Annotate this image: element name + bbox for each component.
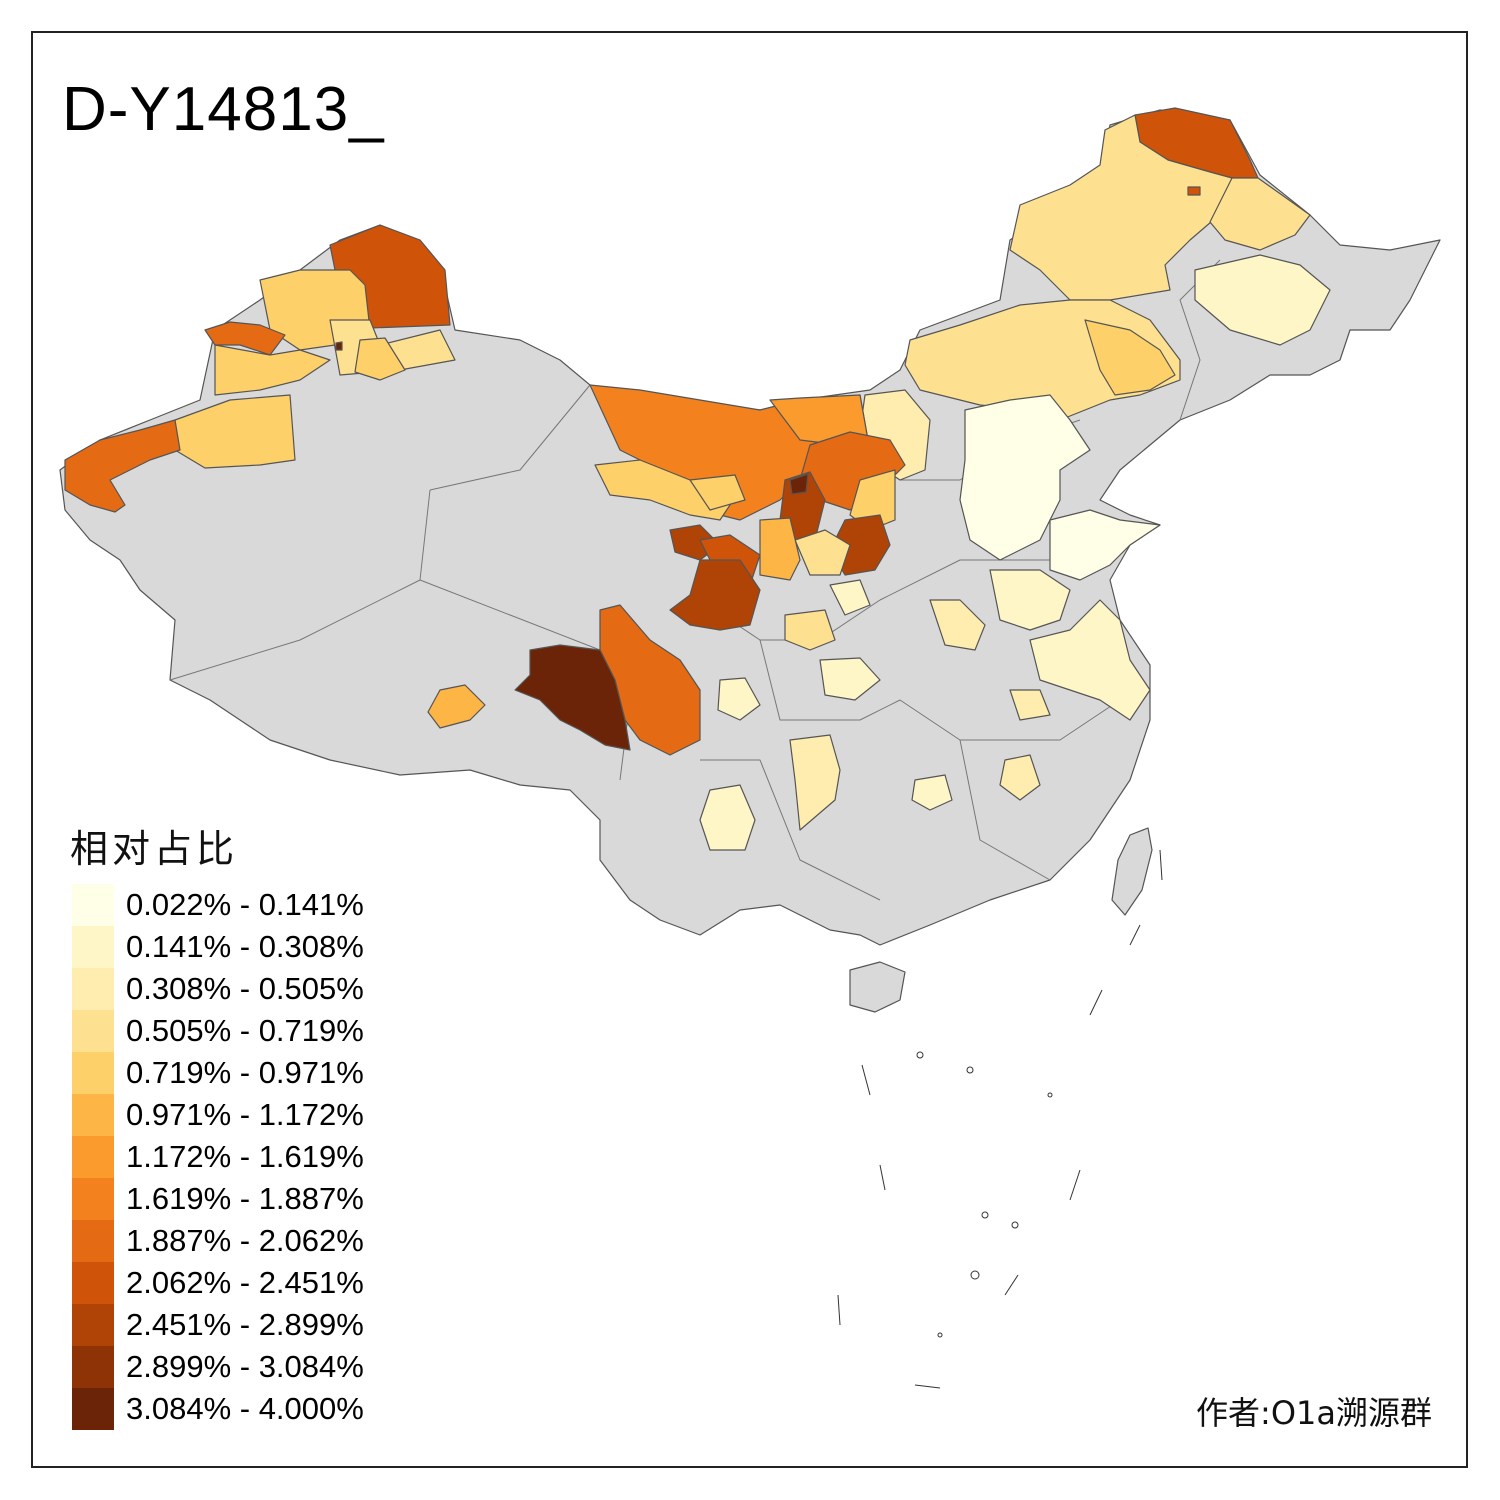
island-dash-6 bbox=[1069, 1169, 1081, 1201]
island-dot-cluster-2 bbox=[966, 1066, 974, 1074]
region-yunnan-north bbox=[699, 784, 756, 851]
region-chifeng bbox=[1084, 319, 1176, 396]
author-credit: 作者:O1a溯源群 bbox=[1196, 1394, 1432, 1432]
legend-label: 1.619% - 1.887% bbox=[126, 1181, 364, 1216]
legend-swatch bbox=[72, 926, 114, 968]
region-jiangsu-anhui bbox=[1029, 599, 1151, 721]
region-guizhou-west bbox=[789, 734, 841, 831]
legend-label: 1.887% - 2.062% bbox=[126, 1223, 364, 1258]
region-urumqi bbox=[354, 337, 406, 381]
legend-label: 0.719% - 0.971% bbox=[126, 1055, 364, 1090]
legend-swatch bbox=[72, 1388, 114, 1430]
legend-item: 0.141% - 0.308% bbox=[72, 926, 364, 968]
map-title: D-Y14813_ bbox=[62, 75, 385, 144]
region-hebei-shanxi bbox=[959, 394, 1091, 561]
legend-label: 0.022% - 0.141% bbox=[126, 887, 364, 922]
region-kashgar bbox=[64, 419, 181, 513]
legend-swatch bbox=[72, 884, 114, 926]
legend-swatch bbox=[72, 1136, 114, 1178]
island-dot-cluster-3 bbox=[981, 1211, 989, 1219]
island-dash-2 bbox=[879, 1164, 886, 1191]
island-dash-8 bbox=[1129, 924, 1141, 946]
legend-swatch bbox=[72, 968, 114, 1010]
legend-swatch bbox=[72, 1052, 114, 1094]
island-dot-cluster-1 bbox=[916, 1051, 924, 1059]
legend-swatch bbox=[72, 1346, 114, 1388]
taiwan-island bbox=[1111, 827, 1153, 916]
legend-swatch bbox=[72, 1094, 114, 1136]
region-henan-north bbox=[989, 569, 1071, 631]
island-dot-cluster-5 bbox=[970, 1270, 980, 1280]
legend-item: 0.971% - 1.172% bbox=[72, 1094, 364, 1136]
legend-item: 1.887% - 2.062% bbox=[72, 1220, 364, 1262]
legend-label: 0.141% - 0.308% bbox=[126, 929, 364, 964]
legend-item: 0.505% - 0.719% bbox=[72, 1010, 364, 1052]
legend-swatch bbox=[72, 1178, 114, 1220]
region-chamdo bbox=[514, 644, 631, 751]
region-henan-central bbox=[929, 599, 986, 651]
island-dot-cluster-6 bbox=[937, 1332, 943, 1338]
legend-swatch bbox=[72, 1262, 114, 1304]
legend-swatch bbox=[72, 1010, 114, 1052]
legend-item: 3.084% - 4.000% bbox=[72, 1388, 364, 1430]
legend-item: 1.619% - 1.887% bbox=[72, 1178, 364, 1220]
region-gannan bbox=[669, 559, 761, 631]
legend-item: 0.308% - 0.505% bbox=[72, 968, 364, 1010]
region-heilongjiang-east bbox=[1209, 177, 1311, 251]
island-dash-7 bbox=[1089, 989, 1103, 1016]
region-guyuan bbox=[794, 529, 851, 576]
legend-swatch bbox=[72, 1220, 114, 1262]
region-chongqing bbox=[819, 657, 881, 701]
island-dash-1 bbox=[861, 1064, 871, 1096]
island-dash-5 bbox=[1004, 1274, 1019, 1296]
legend-title: 相对占比 bbox=[70, 827, 239, 871]
legend-label: 0.308% - 0.505% bbox=[126, 971, 364, 1006]
region-small-hotspot bbox=[1187, 186, 1201, 196]
legend-label: 1.172% - 1.619% bbox=[126, 1139, 364, 1174]
region-pingliang bbox=[759, 517, 801, 581]
map-frame bbox=[31, 31, 1468, 1468]
region-longnan bbox=[784, 609, 836, 651]
region-anhui-south bbox=[1009, 689, 1051, 721]
region-sichuan-central bbox=[717, 677, 761, 721]
region-ningxia-dark bbox=[789, 473, 809, 495]
region-heilongjiang-north bbox=[1009, 114, 1233, 301]
legend-item: 0.022% - 0.141% bbox=[72, 884, 364, 926]
legend-item: 0.719% - 0.971% bbox=[72, 1052, 364, 1094]
legend-label: 0.971% - 1.172% bbox=[126, 1097, 364, 1132]
region-bortala bbox=[204, 321, 286, 356]
legend-item: 1.172% - 1.619% bbox=[72, 1136, 364, 1178]
island-dash-4 bbox=[914, 1384, 941, 1389]
region-wuwei bbox=[594, 459, 741, 521]
legend-label: 2.062% - 2.451% bbox=[126, 1265, 364, 1300]
region-ili bbox=[214, 344, 331, 396]
region-jinchang bbox=[689, 474, 746, 511]
island-dash-3 bbox=[837, 1294, 841, 1326]
island-dot-cluster-4 bbox=[1011, 1221, 1019, 1229]
region-small-dark-spot bbox=[335, 341, 343, 351]
legend-label: 0.505% - 0.719% bbox=[126, 1013, 364, 1048]
legend-swatch bbox=[72, 1304, 114, 1346]
region-hunan-spot bbox=[911, 774, 953, 811]
legend-label: 2.451% - 2.899% bbox=[126, 1307, 364, 1342]
legend: 0.022% - 0.141% 0.141% - 0.308% 0.308% - 0… bbox=[72, 884, 364, 1430]
hainan-island bbox=[849, 961, 906, 1013]
region-aksu bbox=[174, 394, 296, 469]
island-dash-9 bbox=[1159, 849, 1163, 881]
legend-label: 3.084% - 4.000% bbox=[126, 1391, 364, 1426]
region-shandong bbox=[1049, 509, 1161, 581]
legend-label: 2.899% - 3.084% bbox=[126, 1349, 364, 1384]
legend-item: 2.451% - 2.899% bbox=[72, 1304, 364, 1346]
region-hanzhong bbox=[829, 579, 871, 616]
legend-item: 2.899% - 3.084% bbox=[72, 1346, 364, 1388]
island-dot-cluster-7 bbox=[1047, 1092, 1053, 1098]
region-jiangxi bbox=[999, 754, 1041, 801]
legend-item: 2.062% - 2.451% bbox=[72, 1262, 364, 1304]
region-nagqu-spot bbox=[427, 684, 486, 729]
region-jilin-central bbox=[1194, 254, 1331, 346]
